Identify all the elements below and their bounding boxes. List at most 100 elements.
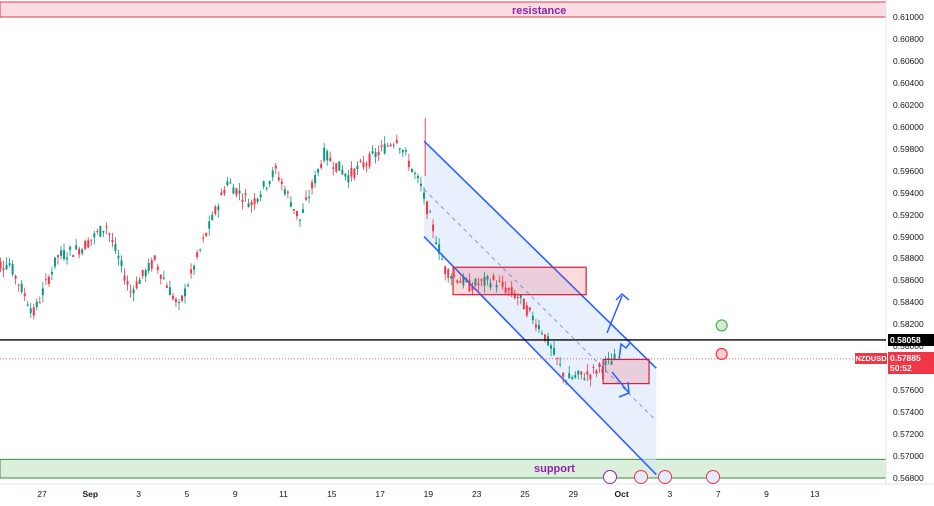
candle-body xyxy=(26,304,29,306)
candle-body xyxy=(247,203,250,208)
projection-arrow-up-head xyxy=(615,292,630,301)
candle-body xyxy=(516,297,519,299)
time-tick-label: 23 xyxy=(471,489,482,499)
lightning-event-icon[interactable] xyxy=(603,470,617,484)
candle-body xyxy=(441,258,444,260)
candle-body xyxy=(238,190,241,194)
candle-body xyxy=(456,280,459,283)
candle-body xyxy=(432,224,435,232)
candle-body xyxy=(423,192,425,199)
candle-body xyxy=(47,276,50,284)
price-tick-label: 0.58200 xyxy=(893,319,924,330)
candle-body xyxy=(108,233,111,235)
candle-body xyxy=(174,298,177,303)
candle-body xyxy=(598,363,601,367)
candle-body xyxy=(550,345,553,349)
candle-body xyxy=(78,248,81,255)
channel-lower-line[interactable] xyxy=(423,235,657,476)
candle-body xyxy=(350,167,353,177)
candle-body xyxy=(613,353,616,360)
candle-body xyxy=(123,275,126,281)
candle-body xyxy=(144,270,147,277)
candle-body xyxy=(356,165,359,170)
candle-body xyxy=(5,264,8,269)
target-down-marker[interactable] xyxy=(715,347,728,361)
candle-body xyxy=(374,152,377,158)
candle-body xyxy=(335,163,338,172)
candle-body xyxy=(262,181,265,187)
time-tick-label: 19 xyxy=(423,489,434,499)
channel-upper-line[interactable] xyxy=(423,140,657,369)
candle-body xyxy=(126,281,129,285)
candle-body xyxy=(202,237,205,239)
bar-countdown: 50:52 xyxy=(890,363,912,373)
candle-body xyxy=(380,145,383,147)
candle-body xyxy=(14,275,17,279)
candle-body xyxy=(604,360,607,366)
candle-body xyxy=(395,139,398,143)
time-tick-label: 27 xyxy=(37,489,47,499)
candle-body xyxy=(311,182,314,189)
candle-body xyxy=(559,363,562,365)
candle-body xyxy=(35,301,38,308)
price-tick-label: 0.61000 xyxy=(893,12,924,22)
candle-body xyxy=(220,192,223,196)
candle-body xyxy=(474,279,477,286)
candle-body xyxy=(196,252,199,258)
candle-body xyxy=(187,285,190,287)
candle-body xyxy=(595,370,598,374)
time-tick-label: 29 xyxy=(568,489,579,499)
candle-body xyxy=(314,175,317,184)
time-tick-label: 15 xyxy=(327,489,337,499)
candle-body xyxy=(193,265,196,270)
candle-body xyxy=(8,263,11,266)
candle-body xyxy=(208,221,211,229)
key-level-price-tag: 0.58058 xyxy=(888,334,934,346)
candle-body xyxy=(138,279,141,284)
support-zone[interactable] xyxy=(0,458,887,479)
candle-body xyxy=(507,288,510,291)
us-flag-event-icon[interactable] xyxy=(706,470,720,484)
candle-body xyxy=(41,288,44,295)
candle-body xyxy=(513,293,516,299)
candle-body xyxy=(522,298,525,310)
consolidation-box[interactable] xyxy=(452,266,587,296)
candle-body xyxy=(592,367,595,369)
time-tick-label: Oct xyxy=(614,489,629,499)
candle-body xyxy=(468,279,471,292)
candle-body xyxy=(147,262,150,271)
candle-body xyxy=(435,242,438,244)
candle-body xyxy=(577,370,580,375)
consolidation-box[interactable] xyxy=(602,358,650,385)
candle-body xyxy=(519,295,522,298)
candle-body xyxy=(132,289,135,294)
candle-body xyxy=(250,201,253,206)
candle-body xyxy=(459,281,462,283)
time-tick-label: 9 xyxy=(764,489,769,499)
candle-body xyxy=(253,198,256,205)
price-tick-label: 0.58600 xyxy=(893,275,924,286)
time-tick-label: 7 xyxy=(715,489,721,499)
candle-body xyxy=(383,143,386,154)
candle-body xyxy=(510,287,513,295)
us-flag-event-icon[interactable] xyxy=(658,470,672,484)
candle-body xyxy=(401,149,404,153)
us-flag-event-icon[interactable] xyxy=(634,470,648,484)
candle-body xyxy=(504,287,507,293)
candle-body xyxy=(50,271,53,275)
candle-body xyxy=(453,274,456,276)
candle-body xyxy=(135,281,138,289)
resistance-zone[interactable] xyxy=(0,1,887,18)
candle-body xyxy=(471,286,474,291)
candle-body xyxy=(286,191,289,193)
target-up-marker[interactable] xyxy=(715,319,728,332)
candle-body xyxy=(190,269,193,274)
candle-body xyxy=(501,281,504,287)
time-tick-label: 5 xyxy=(184,489,190,499)
candle-body xyxy=(259,194,262,198)
candle-body xyxy=(129,291,132,293)
candle-body xyxy=(217,206,220,211)
time-tick-label: 25 xyxy=(520,489,530,499)
candle-body xyxy=(120,260,123,267)
